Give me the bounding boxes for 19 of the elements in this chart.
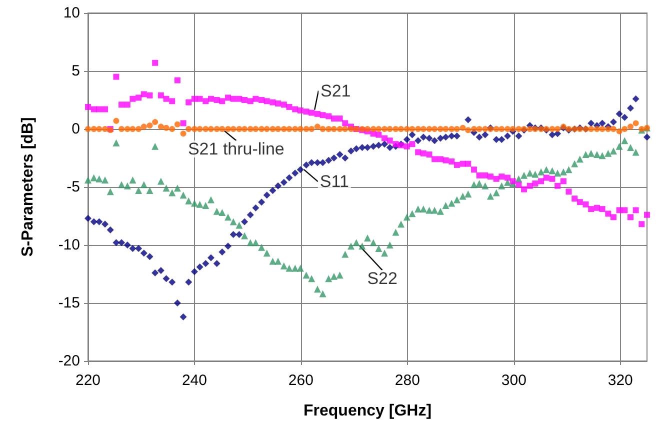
series-label: S21 (320, 81, 351, 100)
y-tick-label: 10 (63, 4, 80, 22)
x-tick-label: 320 (608, 372, 633, 389)
y-tick-label: -20 (58, 352, 80, 370)
x-axis-title: Frequency [GHz] (303, 402, 432, 420)
y-tick-label: 5 (72, 62, 80, 80)
x-tick-label: 280 (394, 372, 420, 389)
x-tick-label: 260 (288, 372, 314, 389)
y-tick-label: -15 (58, 294, 80, 312)
x-tick-label: 220 (75, 372, 101, 389)
x-tick-label: 240 (182, 372, 207, 389)
y-tick-label: -5 (66, 178, 80, 196)
y-tick-label: 0 (72, 120, 80, 138)
series-label: S11 (320, 172, 349, 192)
x-tick-label: 300 (501, 372, 526, 389)
series-label: S21 thru-line (188, 140, 284, 158)
y-axis-title: S-Parameters [dB] (20, 117, 36, 257)
series-label: S22 (367, 269, 398, 288)
y-tick-label: -10 (58, 236, 80, 254)
